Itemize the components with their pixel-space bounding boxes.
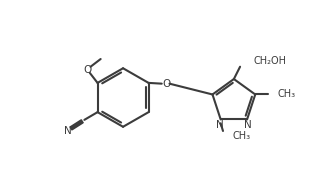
Text: N: N	[216, 120, 224, 130]
Text: CH₃: CH₃	[232, 131, 250, 141]
Text: O: O	[162, 79, 170, 89]
Text: CH₃: CH₃	[278, 89, 296, 100]
Text: N: N	[244, 120, 252, 130]
Text: N: N	[64, 126, 72, 136]
Text: CH₂OH: CH₂OH	[253, 56, 286, 65]
Text: O: O	[83, 65, 91, 75]
